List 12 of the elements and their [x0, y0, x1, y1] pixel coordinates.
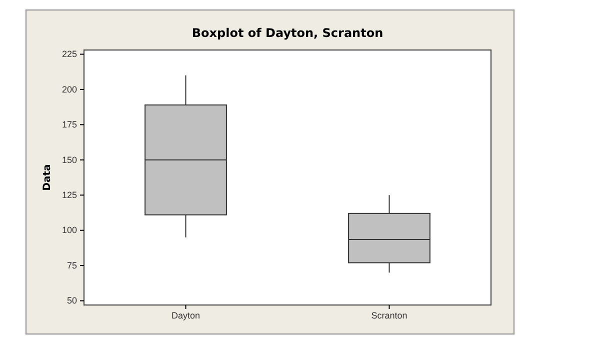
y-tick-label: 100	[62, 225, 77, 236]
y-tick-label: 175	[62, 120, 77, 130]
x-tick-label: Dayton	[171, 310, 200, 320]
y-tick-label: 200	[62, 84, 77, 94]
y-tick-label: 125	[62, 190, 77, 200]
y-tick-label: 75	[66, 260, 77, 270]
y-axis-title: Data	[42, 164, 53, 191]
x-tick-label: Scranton	[371, 310, 408, 320]
y-tick-label: 50	[66, 296, 77, 306]
y-tick-label: 150	[62, 154, 77, 165]
y-tick-label: 225	[62, 49, 77, 60]
chart-title: Boxplot of Dayton, Scranton	[192, 26, 384, 40]
